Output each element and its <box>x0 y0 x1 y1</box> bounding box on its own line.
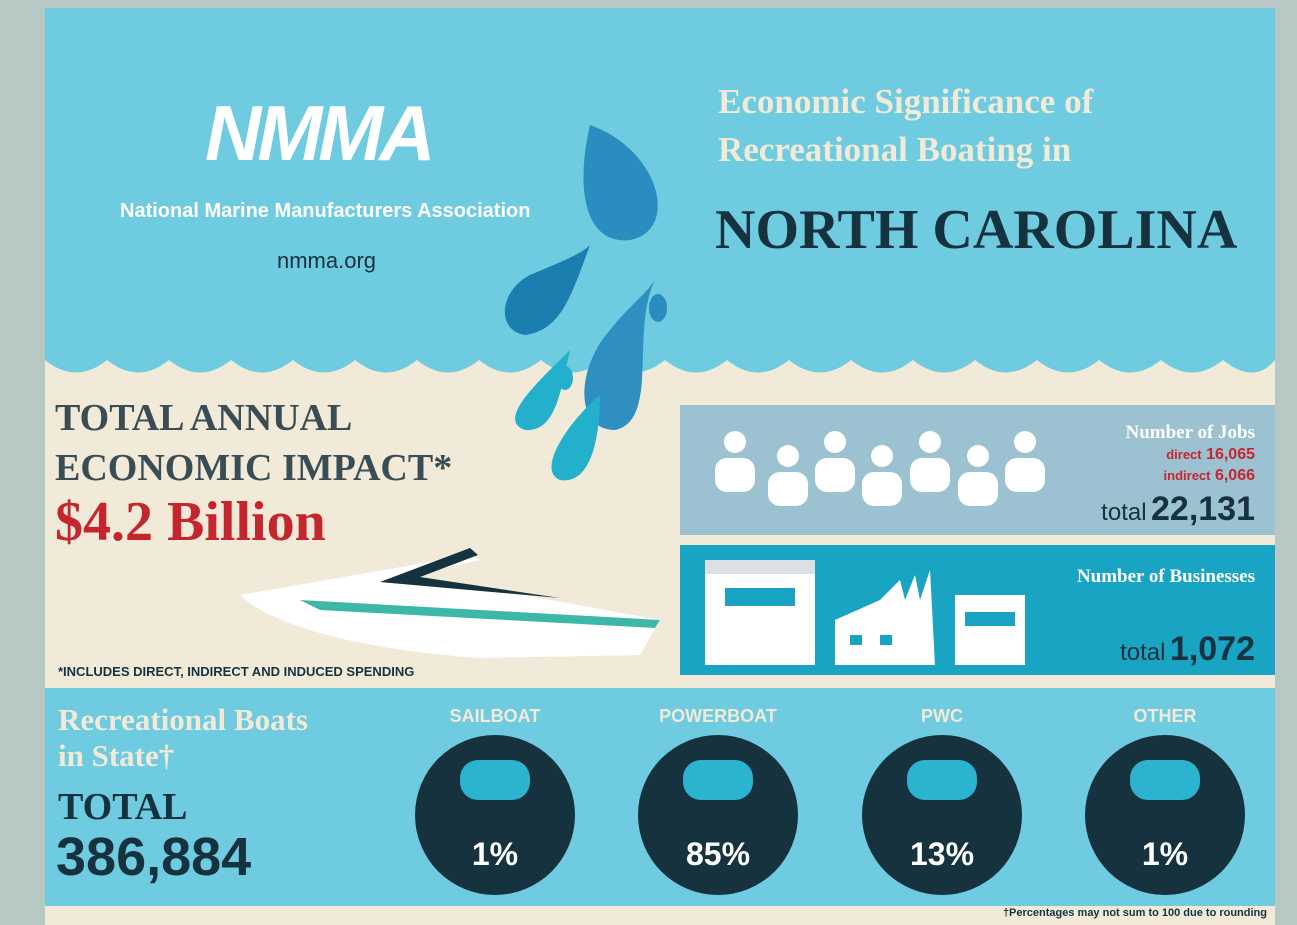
drops <box>504 125 667 481</box>
boat-type-name: SAILBOAT <box>449 706 541 726</box>
person-body <box>910 458 950 492</box>
boat-type-circle <box>1085 735 1245 895</box>
waves <box>45 350 1275 373</box>
business-total: total 1,072 <box>1120 630 1255 669</box>
boats-note: †Percentages may not sum to 100 due to r… <box>1002 907 1267 919</box>
logo: NMMA <box>205 89 436 177</box>
person-body <box>715 458 755 492</box>
title-line: Economic Significance of <box>718 82 1094 121</box>
building-roof <box>705 560 815 574</box>
boat-stripe <box>300 600 660 628</box>
impact-heading: ECONOMIC IMPACT* <box>55 447 453 489</box>
jobs-indirect: indirect 6,066 <box>1164 467 1255 485</box>
direct-label: direct <box>1166 447 1202 462</box>
person-head <box>824 431 846 453</box>
person-head <box>919 431 941 453</box>
boat-type-share: 85% <box>685 836 751 872</box>
indirect-label: indirect <box>1163 468 1211 483</box>
boat-type-icon <box>683 760 753 800</box>
jobs-total: total 22,131 <box>1101 490 1255 529</box>
boat-type-name: POWERBOAT <box>659 706 777 726</box>
drop <box>584 280 655 430</box>
building <box>955 595 1025 665</box>
boat <box>240 548 660 658</box>
boat-type-circle <box>862 735 1022 895</box>
total-label: total <box>1101 499 1147 526</box>
impact-value: $4.2 Billion <box>55 491 326 553</box>
person-head <box>967 445 989 467</box>
person-body <box>815 458 855 492</box>
boats-heading: in State† <box>58 738 175 773</box>
person-body <box>862 472 902 506</box>
people-icons <box>715 431 1045 506</box>
boats-heading: Recreational Boats <box>58 702 308 737</box>
business-label: Number of Businesses <box>1076 566 1255 587</box>
building-icons <box>705 560 1025 665</box>
person-body <box>958 472 998 506</box>
jobs-box <box>680 405 1275 535</box>
state: NORTH CAROLINA <box>715 199 1238 261</box>
total-value: 22,131 <box>1151 490 1255 528</box>
drop <box>504 245 590 335</box>
factory-window <box>850 635 862 645</box>
title-line: Recreational Boating in <box>718 130 1072 169</box>
person-head <box>724 431 746 453</box>
boat-windshield <box>380 548 560 598</box>
impact-heading: TOTAL ANNUAL <box>55 397 353 439</box>
boat-type-share: 1% <box>1141 836 1189 872</box>
boat-type-share: 1% <box>471 836 519 872</box>
factory-window <box>880 635 892 645</box>
boat-type-share: 13% <box>909 836 975 872</box>
org-name: National Marine Manufacturers Associatio… <box>120 200 531 222</box>
url: nmma.org <box>277 248 377 273</box>
person-head <box>777 445 799 467</box>
total-label: total <box>1120 639 1166 666</box>
drop <box>583 125 658 241</box>
drop <box>551 395 600 481</box>
total-value: 1,072 <box>1169 630 1255 668</box>
person-body <box>1005 458 1045 492</box>
drop <box>557 366 573 390</box>
jobs-label: Number of Jobs <box>1125 422 1256 443</box>
building <box>705 560 815 665</box>
drop <box>649 294 667 322</box>
person-head <box>871 445 893 467</box>
boat-type-circle <box>415 735 575 895</box>
building-window <box>725 588 795 606</box>
boat-type-name: PWC <box>921 706 963 726</box>
indirect-value: 6,066 <box>1214 467 1255 484</box>
boats-total-label: TOTAL <box>58 786 188 828</box>
boat-type-icon <box>460 760 530 800</box>
boat-type-name: OTHER <box>1133 706 1197 726</box>
boat-type-circles <box>415 735 1245 895</box>
direct-value: 16,065 <box>1206 446 1255 463</box>
boat-type-circle <box>638 735 798 895</box>
drop <box>515 350 570 431</box>
boat-type-icon <box>907 760 977 800</box>
boat-hull <box>240 555 660 658</box>
building-window <box>965 612 1015 626</box>
boats-total: 386,884 <box>56 827 252 887</box>
impact-note: *INCLUDES DIRECT, INDIRECT AND INDUCED S… <box>58 664 415 679</box>
wave <box>45 350 1275 373</box>
jobs-direct: direct 16,065 <box>1166 446 1255 464</box>
person-head <box>1014 431 1036 453</box>
person-body <box>768 472 808 506</box>
boat-type-icon <box>1130 760 1200 800</box>
